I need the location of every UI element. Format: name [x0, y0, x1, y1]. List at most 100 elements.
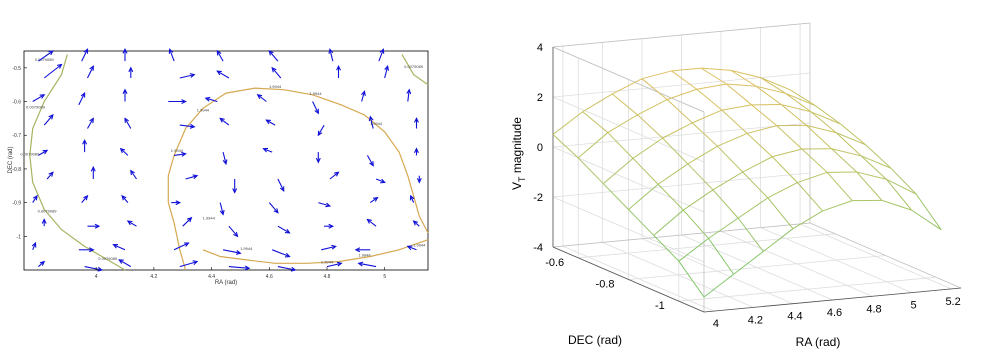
- mesh-line: [637, 99, 668, 116]
- mesh-line: [792, 210, 823, 230]
- velocity-arrow: [119, 147, 129, 156]
- mesh-line: [730, 69, 761, 79]
- right-x-axis-label: RA (rad): [796, 335, 841, 349]
- mesh-line: [763, 228, 794, 252]
- x-tick-label: 4.4: [208, 274, 215, 280]
- contour-label: 1.9944: [309, 91, 322, 96]
- velocity-arrow: [112, 244, 126, 251]
- velocity-arrow: [32, 194, 38, 203]
- mesh-line: [641, 78, 668, 100]
- mesh-line: [767, 197, 794, 230]
- mesh-line: [781, 104, 812, 113]
- mesh-line: [552, 134, 579, 159]
- x-tick-label: 4.8: [866, 303, 881, 315]
- y-tick-label: -0.5: [12, 66, 21, 72]
- contour-label: 1.9944: [240, 246, 253, 251]
- velocity-arrow: [277, 225, 291, 234]
- velocity-arrow: [361, 90, 366, 102]
- velocity-arrow: [317, 124, 325, 137]
- right-x-ticks: 4 4.2 4.4 4.6 4.8 5 5.2: [713, 296, 961, 330]
- mesh-line: [701, 67, 727, 85]
- mesh-line: [737, 217, 764, 252]
- x-tick-label: 4.2: [748, 314, 763, 326]
- axes-edge: [552, 22, 811, 48]
- velocity-arrow: [406, 88, 412, 102]
- velocity-arrow: [378, 48, 385, 62]
- mesh-line: [721, 109, 748, 134]
- mesh-line: [577, 157, 604, 185]
- mesh-line: [637, 114, 663, 139]
- contour-label: 1.9944: [321, 259, 334, 264]
- velocity-arrow: [185, 174, 199, 180]
- y-tick-label: -0.6: [545, 257, 564, 269]
- contour-label: 1.9944: [413, 242, 426, 247]
- z-label-rest: magnitude: [510, 117, 524, 177]
- velocity-arrow: [366, 155, 374, 167]
- velocity-arrow: [384, 64, 390, 79]
- velocity-arrow: [219, 117, 230, 126]
- mesh-line: [696, 83, 727, 90]
- surface-chart: 4 2 0 -2 -4 4 4.2 4.4 4.6 4.8 5 5.2 -0.6 -0.8 -1 RA …: [510, 22, 962, 349]
- velocity-arrow: [321, 244, 337, 251]
- velocity-arrow: [228, 265, 251, 271]
- z-tick-label: -4: [533, 242, 543, 254]
- velocity-arrow: [38, 260, 46, 268]
- x-grid-line: [760, 27, 912, 293]
- velocity-arrow: [90, 165, 96, 179]
- mesh-line: [726, 83, 757, 87]
- mesh-line: [730, 69, 757, 87]
- mesh-line: [733, 251, 764, 275]
- mesh-line: [772, 148, 803, 158]
- mesh-line: [701, 67, 731, 71]
- x-tick-label: 4: [95, 274, 98, 280]
- contour-label: 0.0079089: [404, 64, 424, 69]
- mesh-line: [915, 193, 942, 231]
- velocity-arrow: [126, 220, 137, 227]
- velocity-arrow: [130, 169, 137, 180]
- velocity-arrow: [179, 73, 196, 79]
- velocity-arrow: [128, 66, 134, 78]
- right-y-ticks: -0.6 -0.8 -1: [545, 257, 665, 312]
- mesh-line: [726, 83, 752, 106]
- velocity-arrow: [204, 96, 218, 103]
- velocity-arrow: [232, 179, 238, 194]
- x-tick-label: 5: [383, 274, 386, 280]
- left-x-ticks: 4 4.2 4.4 4.6 4.8 5: [95, 267, 386, 280]
- mesh-line: [881, 199, 912, 211]
- mesh-line: [865, 144, 892, 169]
- velocity-arrow: [324, 223, 335, 229]
- mesh-line: [911, 209, 942, 231]
- mesh-line: [861, 155, 892, 169]
- velocity-arrow: [312, 101, 319, 115]
- mesh-line: [856, 171, 887, 180]
- mesh-line: [771, 156, 798, 183]
- left-y-axis-label: DEC (rad): [8, 146, 14, 173]
- mesh-line: [552, 111, 583, 135]
- left-y-ticks: -0.5 -0.6 -0.7 -0.8 -0.9 -1: [12, 66, 27, 240]
- velocity-arrow: [414, 147, 419, 156]
- mesh-line: [760, 77, 787, 94]
- velocity-arrow: [124, 117, 132, 129]
- velocity-arrow: [357, 261, 377, 268]
- mesh-line: [691, 122, 718, 147]
- velocity-arrows: [31, 48, 422, 272]
- mesh-line: [742, 156, 773, 173]
- y-tick-label: -0.8: [12, 167, 21, 173]
- z-tick-label: 0: [537, 142, 543, 154]
- velocity-arrow: [41, 218, 47, 227]
- x-tick-label: 4.4: [787, 311, 802, 323]
- mesh-line: [708, 217, 739, 239]
- velocity-arrow: [366, 218, 377, 227]
- contour-label: 0.0079089: [20, 151, 40, 156]
- contour-line: [29, 54, 126, 271]
- mesh-line: [682, 209, 709, 239]
- velocity-arrow: [87, 117, 94, 129]
- velocity-arrow: [174, 151, 187, 157]
- mesh-line: [886, 178, 912, 211]
- y-tick-label: -0.8: [596, 279, 615, 291]
- velocity-arrow: [171, 200, 182, 206]
- velocity-arrow: [406, 245, 417, 251]
- mesh-line: [632, 137, 663, 159]
- velocity-arrow: [168, 48, 175, 62]
- axes-edge: [809, 222, 962, 289]
